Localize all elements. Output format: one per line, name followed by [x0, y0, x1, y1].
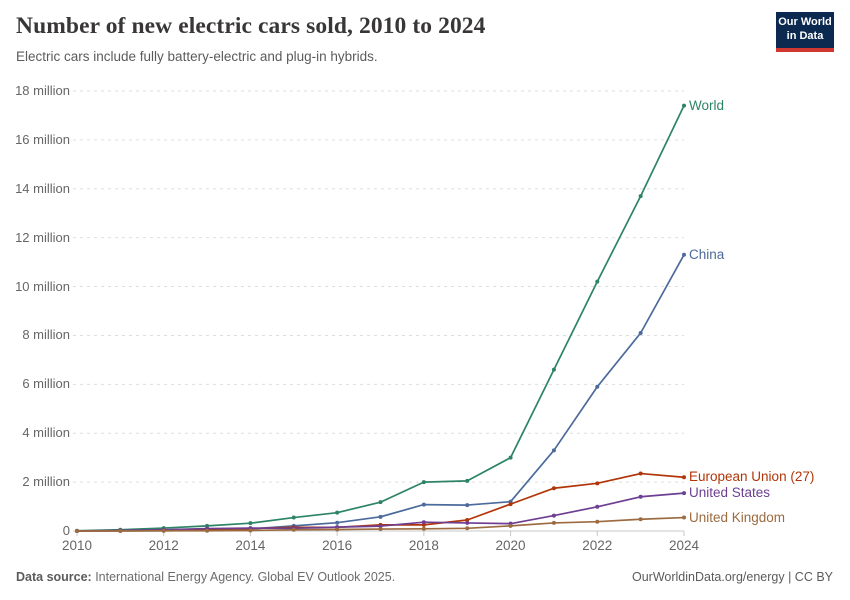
data-point: [551, 367, 556, 372]
data-point: [465, 478, 470, 483]
data-point: [75, 529, 79, 533]
y-tick-label: 16 million: [15, 131, 70, 147]
data-point: [335, 510, 340, 515]
series-line-world: [76, 104, 685, 532]
data-source-note: Data source: International Energy Agency…: [16, 570, 395, 584]
data-point: [421, 526, 426, 531]
y-tick-label: 18 million: [15, 83, 70, 98]
chart-footer: Data source: International Energy Agency…: [16, 570, 833, 584]
data-point: [421, 520, 426, 525]
data-point: [378, 527, 383, 532]
data-point: [682, 515, 686, 520]
data-point: [682, 103, 686, 108]
data-point: [551, 448, 556, 453]
data-point: [638, 331, 643, 335]
y-tick-label: 4 million: [22, 425, 70, 441]
data-point: [421, 502, 426, 507]
data-point: [595, 384, 600, 389]
data-point: [335, 520, 340, 525]
y-tick-label: 12 million: [15, 229, 70, 245]
series-label-world[interactable]: World: [689, 97, 725, 113]
data-point: [421, 480, 426, 485]
y-tick-label: 6 million: [22, 376, 70, 392]
owid-license-link[interactable]: OurWorldinData.org/energy | CC BY: [631, 570, 833, 584]
data-point: [465, 520, 470, 525]
data-point: [595, 504, 600, 509]
y-tick-label: 14 million: [15, 180, 70, 196]
y-tick-label: 10 million: [15, 278, 70, 294]
data-point: [682, 475, 686, 480]
data-point: [378, 524, 383, 529]
page-title: Number of new electric cars sold, 2010 t…: [16, 13, 486, 39]
x-tick-label: 2016: [322, 538, 353, 553]
x-tick-label: 2010: [61, 538, 93, 553]
chart-subtitle: Electric cars include fully battery-elec…: [16, 49, 378, 64]
x-tick-label: 2018: [408, 538, 439, 553]
data-point: [248, 521, 253, 526]
data-point: [508, 455, 513, 460]
data-point: [682, 252, 686, 257]
data-source-text: International Energy Agency. Global EV O…: [91, 570, 396, 584]
series-label-european-union-27-[interactable]: European Union (27): [689, 469, 815, 485]
data-point: [205, 528, 210, 533]
data-point: [638, 517, 643, 522]
data-point: [248, 528, 253, 533]
y-tick-label: 2 million: [22, 474, 70, 490]
series-label-china[interactable]: China: [689, 246, 725, 262]
x-tick-label: 2022: [582, 538, 613, 553]
data-point: [638, 194, 643, 199]
data-point: [595, 519, 600, 524]
data-point: [378, 500, 383, 505]
data-point: [638, 494, 643, 499]
data-point: [465, 518, 470, 522]
x-tick-label: 2020: [495, 538, 526, 553]
series-label-united-kingdom[interactable]: United Kingdom: [689, 509, 786, 525]
data-point: [595, 279, 600, 284]
data-point: [508, 502, 513, 507]
data-point: [118, 529, 123, 533]
data-point: [638, 471, 643, 476]
y-tick-label: 8 million: [22, 327, 70, 343]
owid-logo[interactable]: Our World in Data: [776, 12, 834, 52]
data-point: [161, 528, 166, 533]
data-point: [378, 514, 383, 519]
x-tick-label: 2014: [235, 538, 266, 553]
owid-logo-line1: Our World: [778, 16, 832, 29]
data-point: [551, 513, 556, 518]
data-point: [291, 515, 296, 520]
x-tick-label: 2024: [668, 538, 700, 553]
data-point: [595, 481, 600, 486]
data-point: [682, 491, 686, 496]
owid-logo-line2: in Data: [786, 30, 824, 42]
data-point: [335, 527, 340, 532]
data-point: [551, 486, 556, 491]
data-point: [291, 527, 296, 532]
data-point: [508, 523, 513, 528]
data-point: [551, 520, 556, 525]
data-point: [465, 526, 470, 531]
data-point: [465, 503, 470, 508]
y-tick-label: 0: [62, 523, 70, 538]
series-line-china: [76, 253, 685, 532]
x-tick-label: 2012: [148, 538, 179, 553]
data-source-label: Data source:: [16, 570, 92, 584]
series-label-united-states[interactable]: United States: [689, 485, 771, 501]
